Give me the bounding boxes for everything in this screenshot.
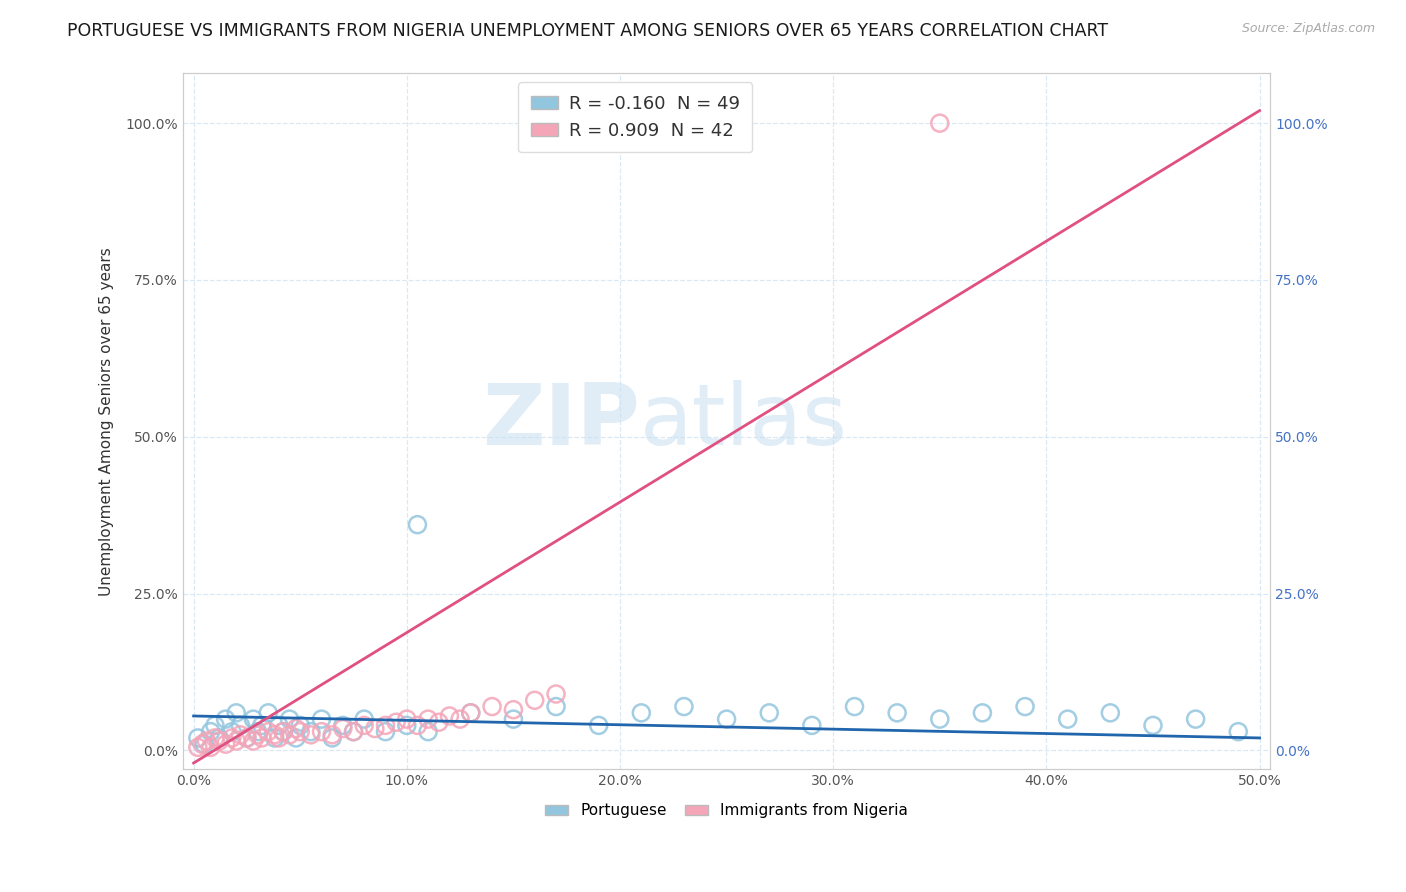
- Point: [214, 737, 236, 751]
- Point: [257, 706, 280, 720]
- Point: [204, 731, 226, 745]
- Point: [427, 715, 450, 730]
- Point: [193, 737, 215, 751]
- Point: [321, 731, 343, 745]
- Point: [800, 718, 823, 732]
- Point: [1014, 699, 1036, 714]
- Point: [385, 715, 408, 730]
- Point: [439, 709, 461, 723]
- Point: [299, 728, 322, 742]
- Text: Source: ZipAtlas.com: Source: ZipAtlas.com: [1241, 22, 1375, 36]
- Point: [1099, 706, 1122, 720]
- Point: [246, 724, 269, 739]
- Point: [630, 706, 652, 720]
- Point: [242, 712, 264, 726]
- Point: [544, 699, 567, 714]
- Point: [267, 731, 290, 745]
- Text: PORTUGUESE VS IMMIGRANTS FROM NIGERIA UNEMPLOYMENT AMONG SENIORS OVER 65 YEARS C: PORTUGUESE VS IMMIGRANTS FROM NIGERIA UN…: [67, 22, 1108, 40]
- Point: [716, 712, 738, 726]
- Y-axis label: Unemployment Among Seniors over 65 years: Unemployment Among Seniors over 65 years: [100, 247, 114, 596]
- Point: [311, 712, 333, 726]
- Point: [225, 706, 247, 720]
- Point: [374, 718, 396, 732]
- Point: [418, 712, 440, 726]
- Point: [284, 731, 307, 745]
- Point: [886, 706, 908, 720]
- Point: [928, 712, 950, 726]
- Point: [523, 693, 546, 707]
- Point: [418, 724, 440, 739]
- Point: [1142, 718, 1164, 732]
- Point: [395, 718, 418, 732]
- Point: [257, 724, 280, 739]
- Legend: Portuguese, Immigrants from Nigeria: Portuguese, Immigrants from Nigeria: [538, 797, 914, 824]
- Text: atlas: atlas: [640, 380, 848, 463]
- Point: [195, 734, 218, 748]
- Point: [250, 731, 273, 745]
- Point: [290, 718, 312, 732]
- Point: [187, 731, 209, 745]
- Point: [672, 699, 695, 714]
- Point: [208, 731, 231, 745]
- Point: [214, 712, 236, 726]
- Point: [271, 724, 294, 739]
- Point: [928, 116, 950, 130]
- Text: ZIP: ZIP: [482, 380, 640, 463]
- Point: [250, 718, 273, 732]
- Point: [1184, 712, 1206, 726]
- Point: [321, 728, 343, 742]
- Point: [242, 734, 264, 748]
- Point: [311, 724, 333, 739]
- Point: [972, 706, 994, 720]
- Point: [200, 740, 222, 755]
- Point: [364, 722, 387, 736]
- Point: [278, 712, 301, 726]
- Point: [332, 718, 354, 732]
- Point: [246, 728, 269, 742]
- Point: [342, 724, 364, 739]
- Point: [229, 728, 252, 742]
- Point: [1227, 724, 1250, 739]
- Point: [290, 724, 312, 739]
- Point: [460, 706, 482, 720]
- Point: [844, 699, 866, 714]
- Point: [353, 718, 375, 732]
- Point: [191, 737, 214, 751]
- Point: [544, 687, 567, 701]
- Point: [229, 718, 252, 732]
- Point: [481, 699, 503, 714]
- Point: [406, 718, 429, 732]
- Point: [200, 724, 222, 739]
- Point: [263, 728, 285, 742]
- Point: [271, 724, 294, 739]
- Point: [221, 731, 243, 745]
- Point: [208, 734, 231, 748]
- Point: [406, 517, 429, 532]
- Point: [1056, 712, 1078, 726]
- Point: [502, 703, 524, 717]
- Point: [221, 724, 243, 739]
- Point: [460, 706, 482, 720]
- Point: [299, 724, 322, 739]
- Point: [236, 731, 259, 745]
- Point: [263, 731, 285, 745]
- Point: [758, 706, 780, 720]
- Point: [225, 734, 247, 748]
- Point: [284, 722, 307, 736]
- Point: [588, 718, 610, 732]
- Point: [236, 731, 259, 745]
- Point: [267, 718, 290, 732]
- Point: [332, 722, 354, 736]
- Point: [395, 712, 418, 726]
- Point: [342, 724, 364, 739]
- Point: [449, 712, 471, 726]
- Point: [204, 718, 226, 732]
- Point: [502, 712, 524, 726]
- Point: [278, 728, 301, 742]
- Point: [353, 712, 375, 726]
- Point: [374, 724, 396, 739]
- Point: [187, 740, 209, 755]
